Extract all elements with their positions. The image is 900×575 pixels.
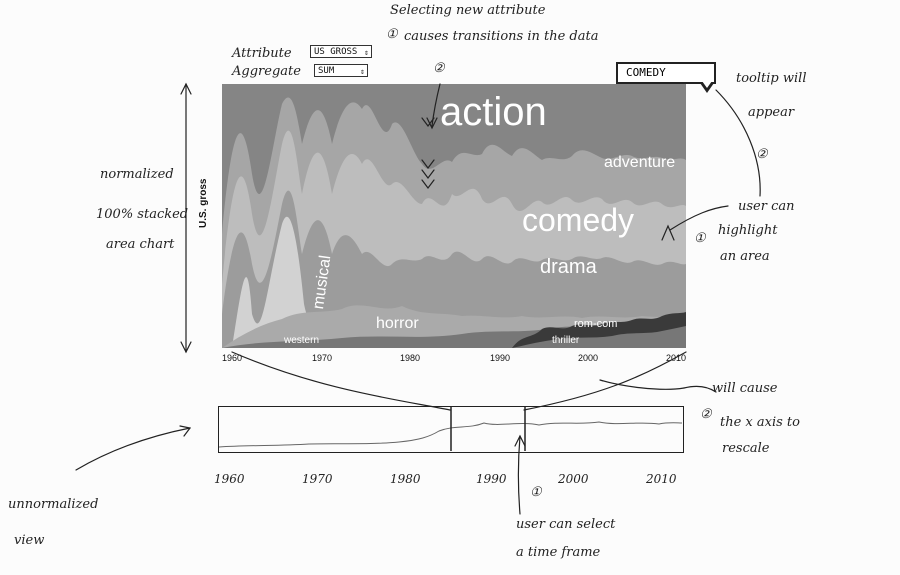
label-thriller: thriller [552,335,580,346]
note-selecting-line1: Selecting new attribute [390,3,546,18]
mini-tick-1990: 1990 [476,472,507,486]
streamgraph[interactable]: action adventure comedy drama musical ho… [222,84,686,348]
streamgraph-svg [222,84,686,348]
tooltip-text: COMEDY [626,66,666,79]
mini-tick-2000: 2000 [558,472,589,486]
note-highlight-num: ① [694,231,706,246]
note-selecting-num: ① [386,27,398,42]
note-tooltip-line1: tooltip will [736,71,807,86]
note-rescale-line3: rescale [722,441,770,456]
note-tooltip-line2: appear [748,105,795,120]
mini-tick-1960: 1960 [214,472,245,486]
up-down-arrow-icon: ⇕ [364,48,369,57]
layer-thriller[interactable] [222,318,686,348]
note-rescale-line2: the x axis to [720,415,800,430]
note-select-line1: user can select [516,517,616,532]
mini-tick-1980: 1980 [390,472,421,486]
label-western: western [284,335,320,346]
note-select-num: ① [530,485,542,500]
note-highlight-line3: an area [720,249,770,264]
aggregate-select-value: SUM [318,66,335,76]
note-normalized-line1: normalized [100,167,174,182]
up-down-arrow-icon: ⇕ [360,67,365,76]
note-rescale-line1: will cause [712,381,778,396]
label-comedy: comedy [522,202,635,238]
tooltip: COMEDY [616,62,716,84]
tooltip-pointer [700,81,714,93]
label-action: action [440,90,547,134]
layer-drama[interactable] [222,190,686,348]
note-highlight-line1: user can [738,199,795,214]
attribute-select-value: US GROSS [314,47,358,57]
note-step2-num: ② [433,61,445,76]
label-romcom: rom-com [574,318,618,330]
attribute-label: Attribute [232,46,292,61]
layer-romcom[interactable] [512,312,686,348]
x-tick-1980: 1980 [400,353,421,363]
note-normalized-line3: area chart [106,237,175,252]
x-tick-2000: 2000 [578,353,599,363]
aggregate-select[interactable]: SUM ⇕ [314,64,368,77]
label-adventure: adventure [604,154,676,171]
x-tick-1990: 1990 [490,353,511,363]
note-select-line2: a time frame [516,545,601,560]
label-horror: horror [376,315,419,332]
label-drama: drama [540,256,597,278]
x-tick-1970: 1970 [312,353,333,363]
note-selecting-line2: causes transitions in the data [404,29,599,44]
mini-tick-1970: 1970 [302,472,333,486]
note-normalized-line2: 100% stacked [96,207,189,222]
time-range-selector[interactable] [218,406,684,453]
mini-area-line [218,421,683,448]
x-tick-1960: 1960 [222,353,243,363]
note-unnormalized-line1: unnormalized [8,497,99,512]
note-tooltip-num: ② [756,147,768,162]
note-rescale-num: ② [700,407,712,422]
aggregate-label: Aggregate [232,64,301,79]
note-unnormalized-line2: view [14,533,45,548]
mini-area-svg [218,407,683,451]
attribute-select[interactable]: US GROSS ⇕ [310,45,372,58]
note-highlight-line2: highlight [718,223,778,238]
mini-tick-2010: 2010 [646,472,677,486]
